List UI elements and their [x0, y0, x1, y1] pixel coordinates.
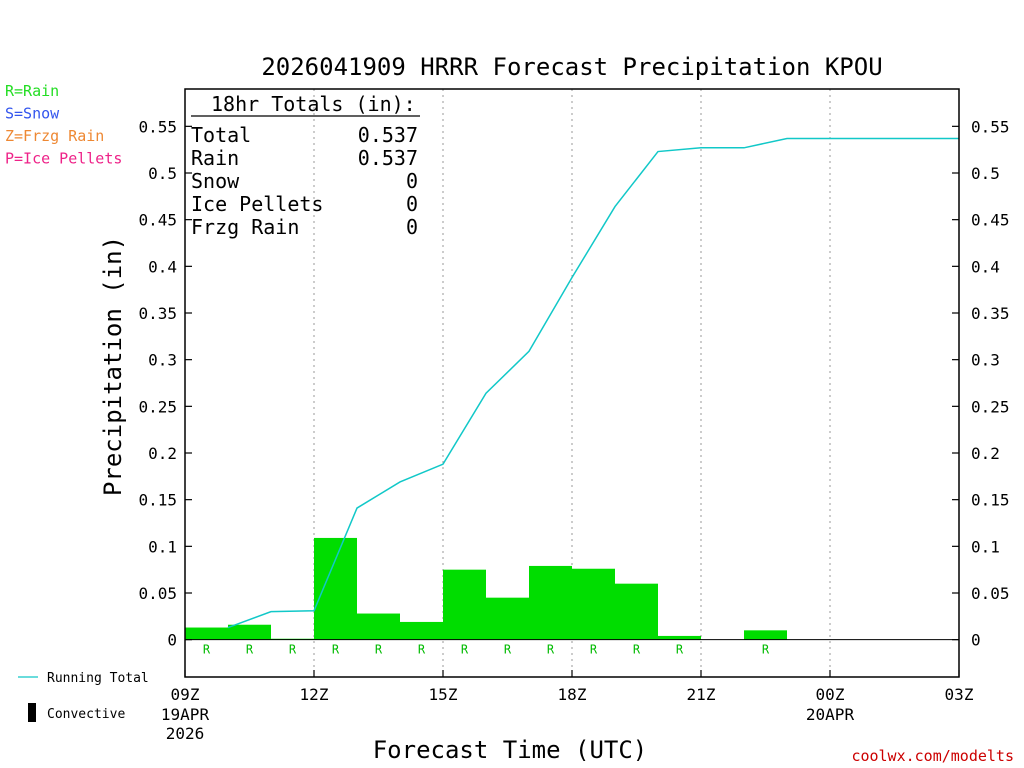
y-tick-label-left: 0.05	[138, 584, 177, 603]
x-tick-label: 18Z	[558, 685, 587, 704]
precip-bar	[314, 537, 357, 640]
y-tick-label-left: 0.55	[138, 117, 177, 136]
y-tick-label-right: 0.2	[971, 444, 1000, 463]
ptype-label: R	[375, 643, 383, 657]
x-axis-label: Forecast Time (UTC)	[373, 736, 648, 764]
y-tick-label-right: 0	[971, 631, 981, 650]
totals-row-label: Rain	[191, 146, 239, 170]
precip-bar	[529, 565, 572, 640]
precip-bar	[615, 583, 658, 640]
ptype-label: R	[203, 643, 211, 657]
precip-bar	[744, 630, 787, 640]
credit-text: coolwx.com/modelts	[851, 747, 1014, 765]
y-tick-label-left: 0.5	[148, 164, 177, 183]
series-legend: Running Total Convective	[18, 671, 149, 722]
totals-row-label: Frzg Rain	[191, 215, 299, 239]
totals-row-label: Total	[191, 123, 251, 147]
chart-title: 2026041909 HRRR Forecast Precipitation K…	[261, 53, 882, 81]
precip-bar	[443, 569, 486, 640]
x-tick-label: 00Z	[816, 685, 845, 704]
precip-bar	[486, 597, 529, 640]
y-tick-label-right: 0.3	[971, 351, 1000, 370]
ptype-legend: R=Rain S=Snow Z=Frzg Rain P=Ice Pellets	[5, 82, 122, 168]
y-axis-label: Precipitation (in)	[99, 236, 127, 496]
x-tick-date: 20APR	[806, 705, 855, 724]
y-tick-label-right: 0.15	[971, 491, 1010, 510]
running-total-legend-label: Running Total	[47, 671, 149, 686]
totals-row-value: 0	[406, 169, 418, 193]
totals-row-value: 0.537	[358, 146, 418, 170]
x-tick-label: 09Z	[171, 685, 200, 704]
x-tick-label: 03Z	[945, 685, 974, 704]
ptype-label: R	[246, 643, 254, 657]
y-tick-label-right: 0.05	[971, 584, 1010, 603]
precip-bar	[572, 568, 615, 640]
y-tick-label-right: 0.55	[971, 117, 1010, 136]
y-tick-label-left: 0.45	[138, 211, 177, 230]
ptype-label: R	[504, 643, 512, 657]
totals-row-label: Ice Pellets	[191, 192, 323, 216]
ptype-label: R	[676, 643, 684, 657]
precip-bar	[357, 613, 400, 640]
ptype-label: R	[332, 643, 340, 657]
y-tick-label-left: 0.3	[148, 351, 177, 370]
totals-row-value: 0	[406, 215, 418, 239]
convective-legend-label: Convective	[47, 707, 125, 722]
y-tick-label-left: 0.25	[138, 397, 177, 416]
y-tick-label-right: 0.4	[971, 257, 1000, 276]
y-tick-label-right: 0.35	[971, 304, 1010, 323]
x-tick-year: 2026	[166, 724, 205, 743]
x-tick-date: 19APR	[161, 705, 210, 724]
ptype-legend-item: R=Rain	[5, 82, 59, 100]
x-tick-label: 12Z	[300, 685, 329, 704]
totals-box: 18hr Totals (in): Total 0.537 Rain 0.537 Sno…	[191, 92, 420, 239]
x-tick-label: 21Z	[687, 685, 716, 704]
precip-bar	[658, 635, 701, 640]
precip-bar	[228, 624, 271, 640]
totals-row-label: Snow	[191, 169, 240, 193]
y-axis-ticks: 0 00.05 0.050.1 0.10.15 0.150.2 0.20.25 0.250.…	[138, 117, 1009, 649]
y-tick-label-right: 0.45	[971, 211, 1010, 230]
x-tick-label: 15Z	[429, 685, 458, 704]
ptype-label: R	[461, 643, 469, 657]
totals-heading: 18hr Totals (in):	[211, 92, 416, 116]
y-tick-label-right: 0.25	[971, 397, 1010, 416]
ptype-label: R	[762, 643, 770, 657]
ptype-label: R	[289, 643, 297, 657]
precip-bar	[400, 621, 443, 640]
running-total-line	[227, 137, 959, 629]
bars	[185, 537, 787, 640]
totals-row-value: 0.537	[358, 123, 418, 147]
ptype-legend-item: S=Snow	[5, 105, 60, 123]
y-tick-label-left: 0.4	[148, 257, 177, 276]
totals-row-value: 0	[406, 192, 418, 216]
ptype-legend-item: Z=Frzg Rain	[5, 127, 104, 145]
y-tick-label-left: 0.35	[138, 304, 177, 323]
ptype-label: R	[547, 643, 555, 657]
ptype-legend-item: P=Ice Pellets	[5, 150, 122, 168]
y-tick-label-right: 0.1	[971, 537, 1000, 556]
ptype-label: R	[590, 643, 598, 657]
convective-legend-swatch	[28, 703, 36, 722]
precip-bar	[185, 627, 228, 640]
y-tick-label-right: 0.5	[971, 164, 1000, 183]
y-tick-label-left: 0	[167, 631, 177, 650]
y-tick-label-left: 0.15	[138, 491, 177, 510]
ptype-label: R	[418, 643, 426, 657]
y-tick-label-left: 0.1	[148, 537, 177, 556]
grid-lines	[313, 89, 831, 677]
ptype-label: R	[633, 643, 641, 657]
y-tick-label-left: 0.2	[148, 444, 177, 463]
